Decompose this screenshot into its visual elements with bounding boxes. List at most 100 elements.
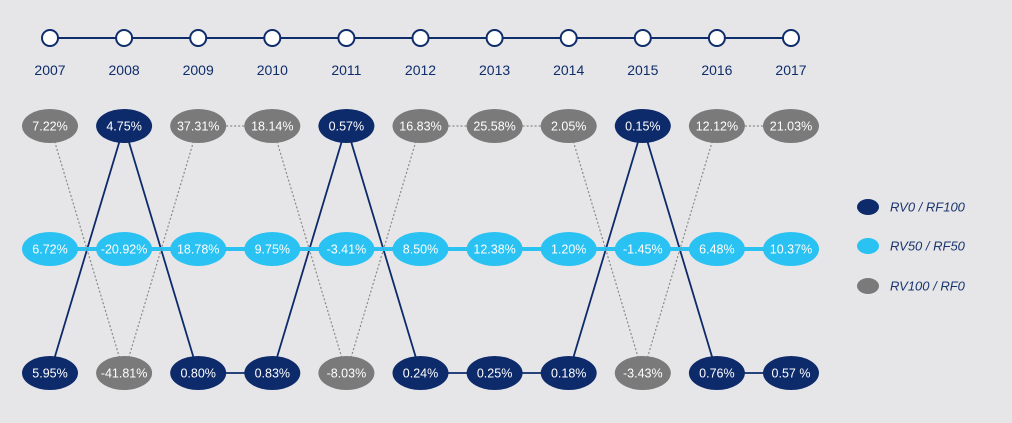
- year-label: 2014: [553, 62, 584, 78]
- data-point-marker: [466, 232, 523, 266]
- data-point: 0.83%: [244, 356, 301, 390]
- data-point: -3.43%: [614, 356, 671, 390]
- year-label: 2015: [627, 62, 658, 78]
- timeline-marker: [485, 29, 504, 47]
- data-point-marker: [22, 232, 78, 266]
- data-point: 9.75%: [244, 232, 301, 266]
- data-label: 1.20%: [551, 243, 586, 257]
- data-point-marker: [96, 232, 153, 266]
- legend-label: RV50 / RF50: [890, 239, 966, 254]
- data-point: 16.83%: [392, 109, 449, 143]
- data-point: 10.37%: [763, 232, 819, 266]
- data-label: 0.15%: [625, 120, 660, 134]
- data-label: -20.92%: [101, 243, 148, 257]
- data-point-marker: [96, 356, 153, 390]
- data-point: 25.58%: [466, 109, 523, 143]
- data-point: 0.76%: [688, 356, 745, 390]
- data-point-marker: [244, 109, 301, 143]
- data-label: 0.57%: [329, 120, 364, 134]
- data-point: 0.80%: [170, 356, 227, 390]
- year-label: 2007: [34, 62, 65, 78]
- data-label: 21.03%: [770, 120, 812, 134]
- data-label: -3.43%: [623, 367, 663, 381]
- data-point-marker: [614, 109, 671, 143]
- data-point: 6.48%: [688, 232, 745, 266]
- data-label: 16.83%: [399, 120, 441, 134]
- data-point-marker: [170, 109, 227, 143]
- data-point-marker: [170, 356, 227, 390]
- series-line-segment: [123, 125, 199, 374]
- data-point-marker: [763, 356, 819, 390]
- data-point-marker: [763, 109, 819, 143]
- data-point: 6.72%: [22, 232, 78, 266]
- data-label: -8.03%: [327, 367, 367, 381]
- data-label: 7.22%: [32, 120, 67, 134]
- data-label: 12.12%: [696, 120, 738, 134]
- legend-swatch: [857, 199, 879, 215]
- data-point: 1.20%: [540, 232, 597, 266]
- data-label: 25.58%: [473, 120, 515, 134]
- data-point-marker: [540, 232, 597, 266]
- data-point: 21.03%: [763, 109, 819, 143]
- data-label: 0.24%: [403, 367, 438, 381]
- data-point: 0.24%: [392, 356, 449, 390]
- series-line-segment: [49, 125, 125, 374]
- data-point-marker: [688, 356, 745, 390]
- data-point-marker: [466, 356, 523, 390]
- data-label: 5.95%: [32, 367, 67, 381]
- data-point-marker: [22, 356, 78, 390]
- data-point-marker: [244, 232, 301, 266]
- data-label: 0.25%: [477, 367, 512, 381]
- year-label: 2012: [405, 62, 436, 78]
- data-point-marker: [614, 356, 671, 390]
- timeline-marker: [115, 29, 134, 47]
- timeline-marker: [782, 29, 800, 47]
- data-point: -8.03%: [318, 356, 375, 390]
- data-label: 8.50%: [403, 243, 438, 257]
- data-point-marker: [170, 232, 227, 266]
- data-label: 10.37%: [770, 243, 812, 257]
- timeline-marker: [633, 29, 652, 47]
- data-label: 18.78%: [177, 243, 219, 257]
- data-label: -41.81%: [101, 367, 148, 381]
- timeline: 2007 2008 2009 2010 2011 2012 2013 2014 2015 2016…: [34, 29, 807, 78]
- data-label: 0.83%: [255, 367, 290, 381]
- year-label: 2017: [775, 62, 806, 78]
- year-label: 2008: [109, 62, 140, 78]
- data-point-marker: [244, 356, 301, 390]
- legend-label: RV0 / RF100: [890, 200, 966, 215]
- data-point-marker: [392, 232, 449, 266]
- data-point: 0.18%: [540, 356, 597, 390]
- data-label: 37.31%: [177, 120, 219, 134]
- timeline-marker: [559, 29, 578, 47]
- year-label: 2013: [479, 62, 510, 78]
- data-point: 2.05%: [540, 109, 597, 143]
- data-point: 12.38%: [466, 232, 523, 266]
- timeline-marker: [707, 29, 726, 47]
- data-label: 9.75%: [255, 243, 290, 257]
- data-point: 0.15%: [614, 109, 671, 143]
- data-point: 7.22%: [22, 109, 78, 143]
- data-label: 12.38%: [473, 243, 515, 257]
- data-label: 18.14%: [251, 120, 293, 134]
- data-point-marker: [22, 109, 78, 143]
- data-label: 6.48%: [699, 243, 734, 257]
- data-point-marker: [540, 356, 597, 390]
- data-point-marker: [318, 109, 375, 143]
- data-point-marker: [318, 356, 375, 390]
- data-point: -41.81%: [96, 356, 153, 390]
- series-line-segment: [568, 125, 644, 374]
- data-point: 18.78%: [170, 232, 227, 266]
- legend: RV0 / RF100 RV50 / RF50 RV100 / RF0: [857, 199, 966, 294]
- legend-label: RV100 / RF0: [890, 279, 966, 294]
- year-label: 2011: [331, 62, 361, 78]
- series-line-segment: [345, 125, 422, 374]
- data-point-marker: [540, 109, 597, 143]
- data-label: 0.80%: [180, 367, 215, 381]
- timeline-marker: [263, 29, 282, 47]
- data-label: 2.05%: [551, 120, 586, 134]
- data-point-marker: [318, 232, 375, 266]
- data-point-marker: [763, 232, 819, 266]
- data-label: 0.76%: [699, 367, 734, 381]
